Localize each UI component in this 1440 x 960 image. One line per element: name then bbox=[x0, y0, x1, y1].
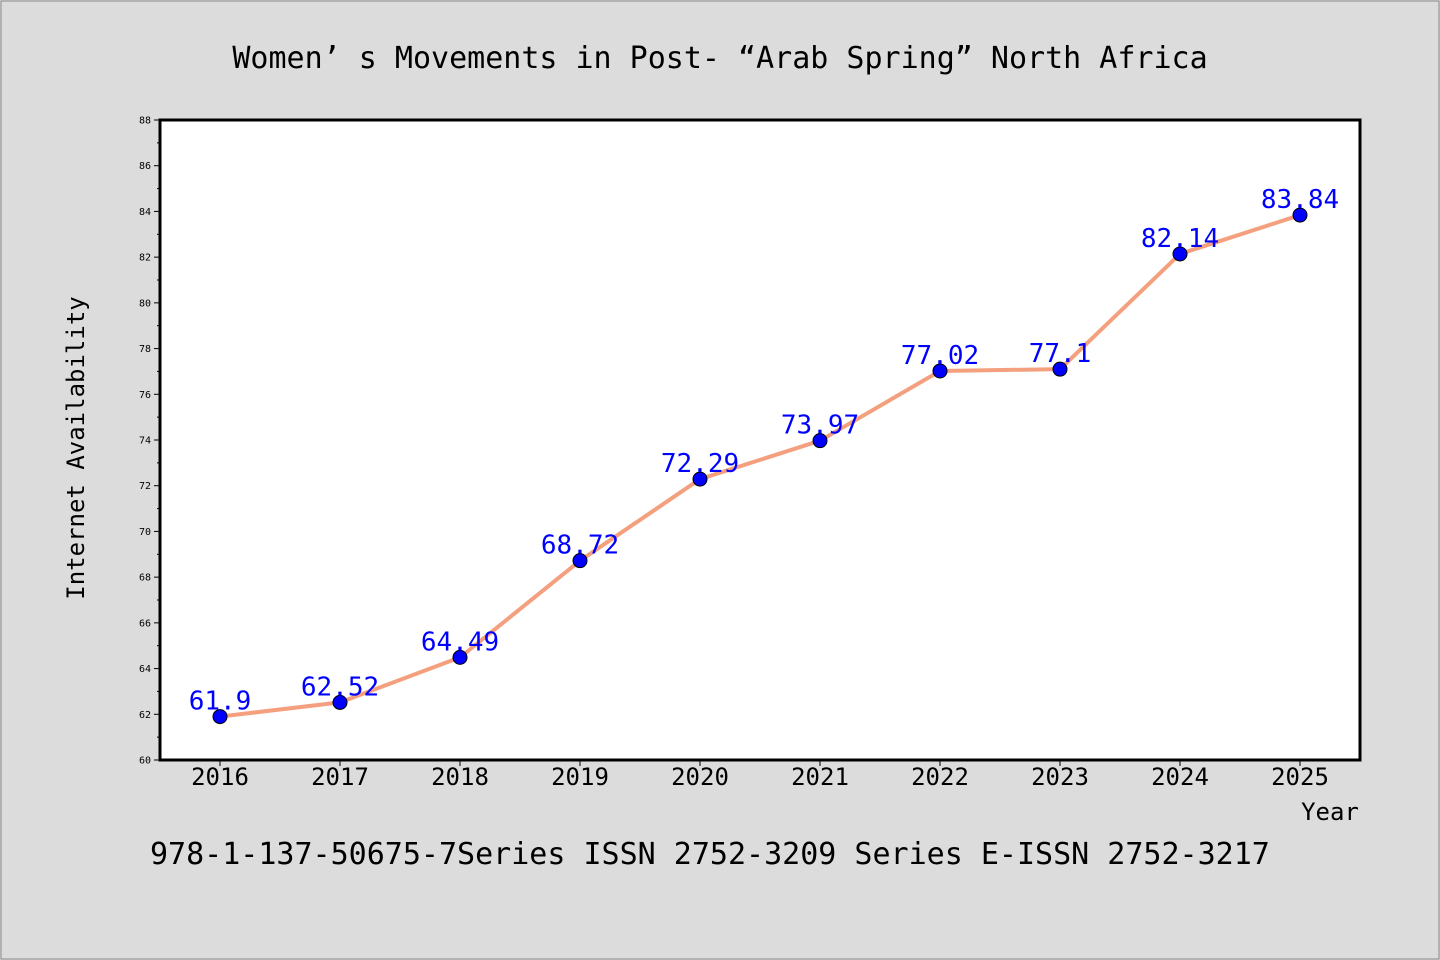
y-tick-label: 84 bbox=[139, 207, 151, 218]
x-tick-label: 2020 bbox=[671, 763, 729, 791]
y-tick-label: 66 bbox=[139, 618, 151, 629]
y-tick-label: 62 bbox=[139, 710, 151, 721]
y-axis-title: Internet Availability bbox=[62, 296, 90, 599]
data-point bbox=[1292, 207, 1308, 223]
data-label: 62.52 bbox=[301, 672, 379, 702]
y-tick-label: 60 bbox=[139, 756, 151, 767]
data-point bbox=[452, 649, 468, 665]
y-tick-label: 78 bbox=[139, 344, 151, 355]
data-label: 73.97 bbox=[781, 411, 859, 441]
y-tick-label: 72 bbox=[139, 481, 151, 492]
y-axis: 60 62 64 66 68 70 72 74 76 78 80 82 84 86 88 bbox=[139, 116, 160, 767]
x-tick-label: 2018 bbox=[431, 763, 489, 791]
data-label: 64.49 bbox=[421, 627, 499, 657]
data-point bbox=[332, 694, 348, 710]
x-tick-label: 2022 bbox=[911, 763, 969, 791]
y-tick-label: 88 bbox=[139, 116, 151, 127]
x-axis: 2016 2017 2018 2019 2020 2021 2022 2023 2024 2025 bbox=[191, 760, 1329, 791]
x-tick-label: 2017 bbox=[311, 763, 369, 791]
y-tick-label: 76 bbox=[139, 390, 151, 401]
x-tick-label: 2024 bbox=[1151, 763, 1209, 791]
data-point bbox=[212, 709, 228, 725]
data-label: 61.9 bbox=[189, 687, 252, 717]
data-label: 82.14 bbox=[1141, 224, 1219, 254]
x-tick-label: 2019 bbox=[551, 763, 609, 791]
series-line bbox=[218, 213, 1302, 719]
data-point bbox=[1172, 246, 1188, 262]
data-label: 77.02 bbox=[901, 341, 979, 371]
y-tick-label: 82 bbox=[139, 253, 151, 264]
y-tick-label: 64 bbox=[139, 664, 151, 675]
data-label: 68.72 bbox=[541, 531, 619, 561]
series-layer: 61.9 62.52 64.49 68.72 72.29 73.97 77.02 77.1 82… bbox=[189, 185, 1339, 725]
y-tick-label: 80 bbox=[139, 298, 151, 309]
x-tick-label: 2025 bbox=[1271, 763, 1329, 791]
y-tick-label: 86 bbox=[139, 161, 151, 172]
data-label: 72.29 bbox=[661, 449, 739, 479]
data-point bbox=[812, 433, 828, 449]
data-label: 83.84 bbox=[1261, 185, 1339, 215]
x-tick-label: 2016 bbox=[191, 763, 249, 791]
data-point bbox=[572, 553, 588, 569]
y-tick-label: 70 bbox=[139, 527, 151, 538]
y-tick-label: 68 bbox=[139, 573, 151, 584]
data-point bbox=[692, 471, 708, 487]
data-label: 77.1 bbox=[1029, 339, 1092, 369]
y-tick-label: 74 bbox=[139, 436, 151, 447]
footer-isbn-text: 978-1-137-50675-7Series ISSN 2752-3209 S… bbox=[150, 837, 1270, 872]
chart-title: Women’ s Movements in Post- “Arab Spring… bbox=[232, 41, 1207, 76]
x-tick-label: 2021 bbox=[791, 763, 849, 791]
plot-area bbox=[158, 118, 1362, 762]
x-tick-label: 2023 bbox=[1031, 763, 1089, 791]
x-axis-title: Year bbox=[1301, 798, 1359, 826]
data-point bbox=[1052, 361, 1068, 377]
data-point bbox=[932, 363, 948, 379]
